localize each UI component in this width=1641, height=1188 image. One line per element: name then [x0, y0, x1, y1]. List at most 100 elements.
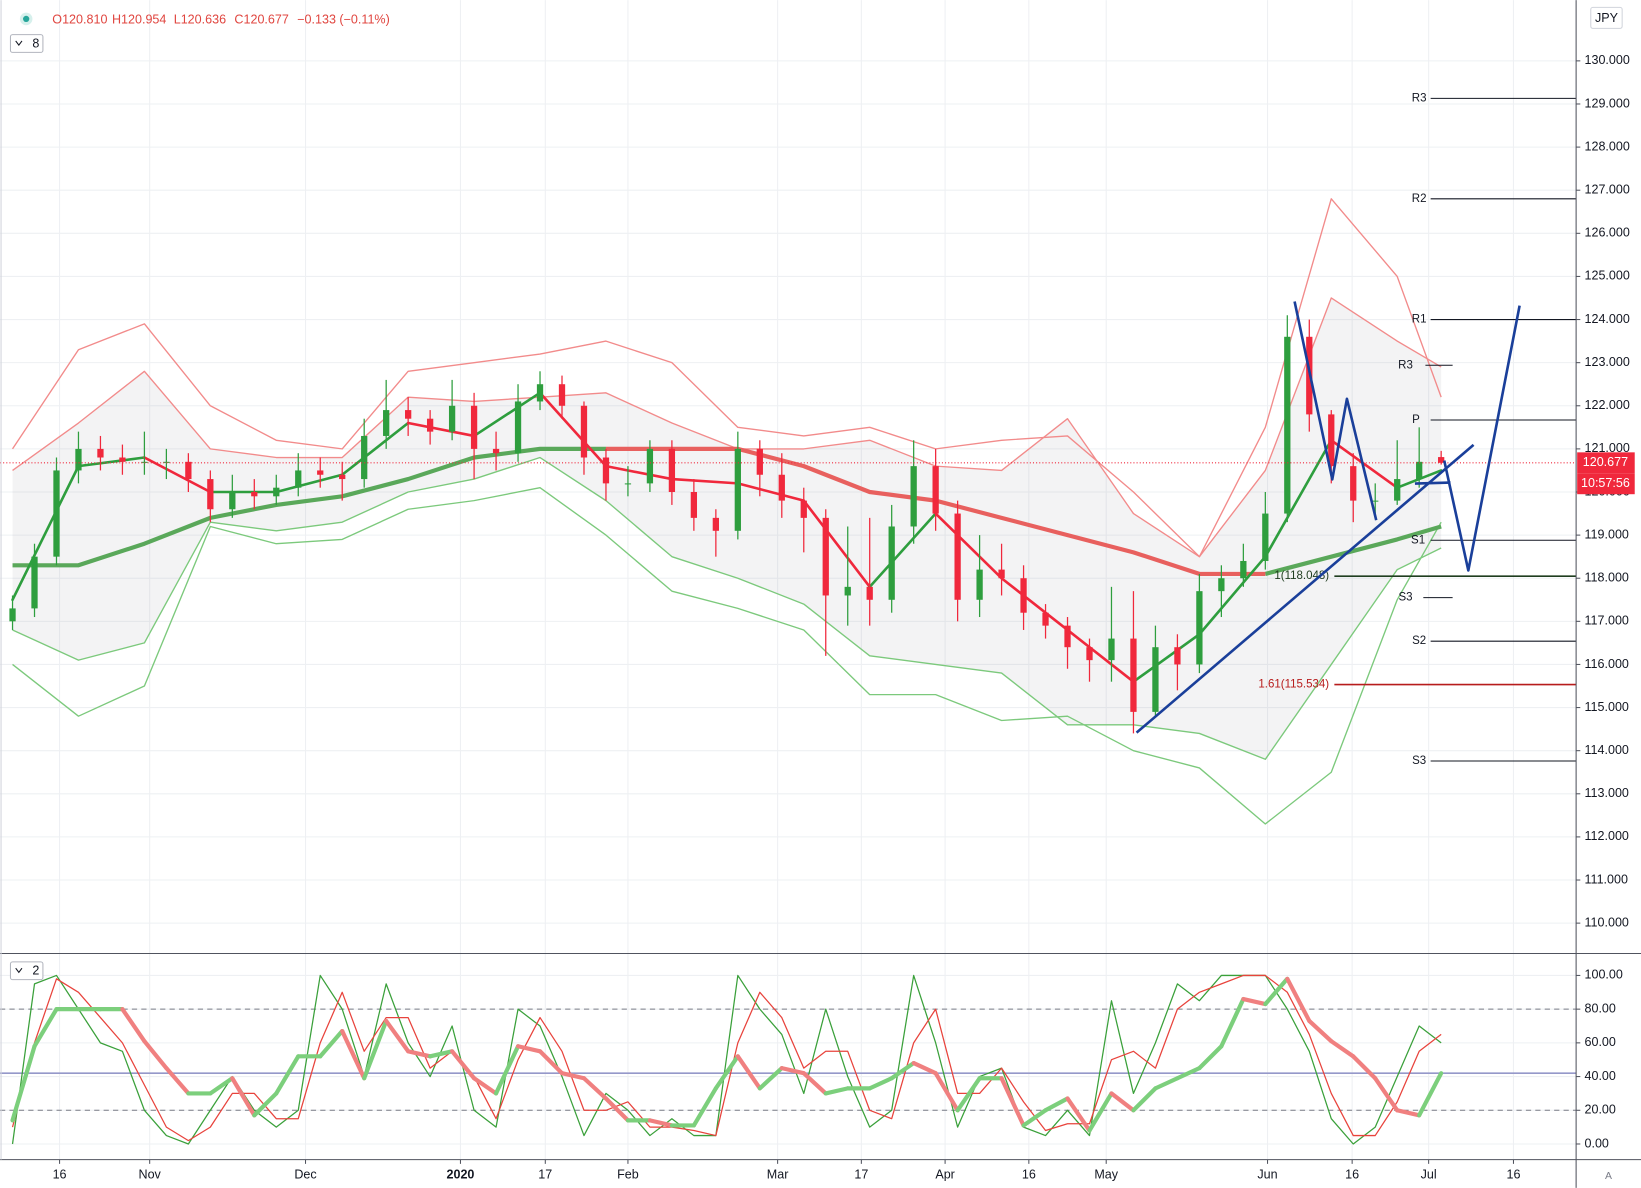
osc-thick-segment: [142, 1039, 169, 1071]
y-tick-label: 116.000: [1584, 657, 1628, 671]
ohlc-low: L120.636: [174, 12, 226, 26]
fast-ma-segment: [538, 391, 608, 468]
osc-indicators-toggle[interactable]: [9, 961, 44, 981]
osc-thick-segment: [493, 1044, 521, 1096]
overlay-line: [12, 446, 606, 568]
status-dot: [23, 15, 30, 23]
osc-thick-segment: [471, 1076, 499, 1096]
osc-thick-segment: [757, 1066, 784, 1091]
osc-thick-segment: [515, 1044, 543, 1054]
osc-tick-label: 40.00: [1584, 1069, 1615, 1083]
candle-body: [1108, 638, 1115, 661]
osc-thick-segment: [1351, 1054, 1378, 1081]
y-tick-label: 119.000: [1584, 527, 1628, 541]
osc-thick-segment: [779, 1066, 806, 1076]
osc-thick-segment: [1395, 1108, 1422, 1118]
y-tick-label: 118.000: [1584, 571, 1628, 585]
candle-body: [273, 487, 280, 497]
candle-body: [712, 517, 719, 531]
fast-ma-segment: [274, 473, 344, 494]
fast-ma-segment: [670, 477, 740, 485]
x-tick-label: Jun: [1257, 1168, 1277, 1182]
candle-body: [1262, 513, 1269, 561]
candle-body: [9, 608, 16, 622]
osc-thick-segment: [1021, 1108, 1048, 1128]
auto-scale[interactable]: A: [1605, 1171, 1612, 1182]
candle-body: [141, 461, 148, 463]
x-tick-label: 16: [1506, 1168, 1520, 1182]
candle-body: [1218, 578, 1225, 592]
pivot-label: R2: [1412, 193, 1427, 205]
overlay-line: [1264, 524, 1442, 576]
y-tick-label: 113.000: [1584, 786, 1628, 800]
osc-thick-segment: [362, 1018, 389, 1081]
candle-body: [31, 556, 38, 609]
candle-body: [426, 418, 434, 432]
candle-body: [163, 461, 170, 463]
osc-thick-segment: [10, 1044, 37, 1123]
ohlc-open: O120.810: [52, 12, 107, 26]
annotation-layer: 110.000 111.000 112.000 113.000 114.000 115.0…: [0, 53, 1635, 1182]
candle-body: [866, 586, 873, 600]
osc-thick-segment: [735, 1054, 762, 1091]
osc-thick-segment: [1109, 1091, 1136, 1113]
x-tick-label: 17: [854, 1168, 868, 1182]
candle-body: [405, 410, 412, 419]
candle-body: [998, 569, 1005, 579]
candle-body: [536, 384, 544, 402]
x-tick-label: May: [1094, 1168, 1118, 1182]
y-tick-label: 125.000: [1584, 269, 1629, 283]
osc-tick-label: 80.00: [1584, 1001, 1615, 1015]
countdown-box: [1577, 473, 1635, 495]
x-tick-label: Dec: [294, 1168, 316, 1182]
currency[interactable]: JPY: [1595, 11, 1619, 25]
osc-thick-segment: [1087, 1091, 1114, 1133]
candle-body: [580, 405, 588, 458]
y-tick-label: 110.000: [1584, 915, 1628, 929]
y-tick-label: 114.000: [1584, 743, 1628, 757]
currency-box[interactable]: [1590, 6, 1623, 29]
pattern-line: [1414, 481, 1451, 485]
osc-thick-segment: [340, 1028, 367, 1081]
band-layer: [12, 297, 1442, 760]
x-tick-label: Mar: [767, 1168, 789, 1182]
fast-ma-segment: [868, 512, 937, 589]
osc-tick-label: 0.00: [1584, 1136, 1608, 1150]
overlay-line: [12, 456, 1442, 760]
candle-body: [1240, 560, 1247, 579]
band-fill: [12, 297, 1442, 760]
candle-body: [514, 401, 522, 454]
candle-body: [1394, 479, 1401, 501]
y-tick-label: 112.000: [1584, 829, 1628, 843]
candle-body: [1438, 457, 1445, 463]
x-tick-label: 16: [1345, 1168, 1359, 1182]
osc-indicator-count[interactable]: 2: [32, 964, 39, 978]
candle-body: [492, 448, 500, 454]
y-tick-label: 129.000: [1584, 96, 1629, 110]
zigzag-drawing: [1293, 301, 1378, 521]
osc-thick-segment: [1065, 1096, 1092, 1133]
candle-body: [383, 410, 390, 436]
candle-body: [1372, 500, 1379, 502]
overlay-line: [12, 487, 1442, 825]
candle-body: [624, 483, 632, 485]
x-tick-label: 2020: [446, 1168, 474, 1182]
x-tick-label: Feb: [617, 1168, 639, 1182]
pivot-label: S1: [1411, 534, 1425, 546]
candle-body: [646, 448, 654, 484]
osc-thick-segment: [801, 1071, 828, 1096]
y-tick-label: 121.000: [1584, 441, 1629, 455]
y-tick-label: 127.000: [1584, 183, 1629, 197]
osc-thick-segment: [1329, 1039, 1356, 1059]
x-tick-label: 16: [53, 1168, 67, 1182]
pivot-label: R3: [1398, 359, 1413, 371]
indicators-toggle[interactable]: [9, 34, 44, 53]
fast-ma-segment: [11, 464, 80, 602]
indicator-count[interactable]: 8: [32, 36, 39, 50]
fast-ma-segment: [802, 499, 872, 589]
candle-body: [1020, 578, 1027, 613]
candle-body: [1196, 591, 1203, 665]
candle-body: [75, 448, 82, 471]
candle-body: [1130, 638, 1137, 712]
